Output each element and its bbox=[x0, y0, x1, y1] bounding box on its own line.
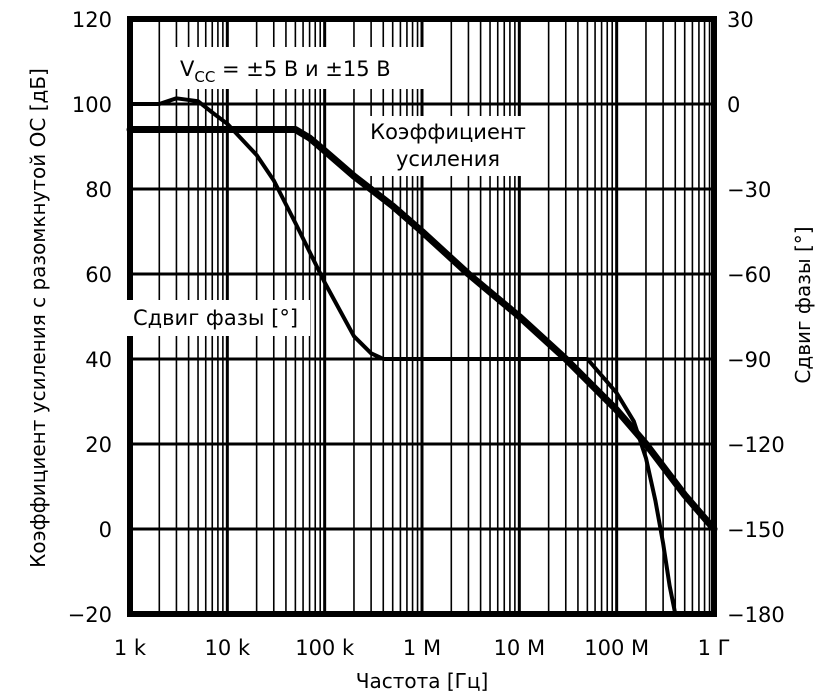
y-left-tick-label: −20 bbox=[68, 603, 112, 627]
y-right-tick-label: 30 bbox=[727, 8, 754, 32]
condition-subscript: CC bbox=[194, 68, 215, 86]
x-tick-label: 100 k bbox=[295, 636, 355, 660]
y-left-axis-title: Коэффициент усиления с разомкнутой ОС [д… bbox=[26, 68, 50, 568]
y-right-axis-title: Сдвиг фазы [°] bbox=[791, 226, 815, 383]
x-tick-labels: 1 k 10 k 100 k 1 M 10 M 100 M 1 Г bbox=[114, 636, 731, 660]
series-lines bbox=[126, 96, 718, 616]
y-right-tick-label: −30 bbox=[727, 178, 771, 202]
y-left-tick-labels: 120 100 80 60 40 20 0 −20 bbox=[68, 8, 112, 627]
y-right-tick-label: −60 bbox=[727, 263, 771, 287]
y-left-tick-label: 20 bbox=[85, 433, 112, 457]
x-axis-title: Частота [Гц] bbox=[356, 669, 489, 693]
y-right-tick-label: −180 bbox=[727, 603, 785, 627]
y-left-tick-label: 80 bbox=[85, 178, 112, 202]
gain-label-bg bbox=[368, 116, 528, 176]
gain-label-line2: усиления bbox=[396, 147, 500, 171]
x-tick-label: 10 k bbox=[205, 636, 251, 660]
y-left-tick-label: 120 bbox=[72, 8, 112, 32]
x-tick-label: 10 M bbox=[494, 636, 546, 660]
gain-label-line1: Коэффициент bbox=[370, 120, 526, 144]
y-right-tick-labels: 30 0 −30 −60 −90 −120 −150 −180 bbox=[727, 8, 785, 627]
x-tick-label: 1 k bbox=[114, 636, 147, 660]
y-right-tick-label: −90 bbox=[727, 348, 771, 372]
x-tick-label: 1 M bbox=[403, 636, 441, 660]
phase-curve bbox=[128, 96, 678, 616]
gain-curve bbox=[126, 126, 718, 533]
condition-label-bg bbox=[170, 47, 448, 89]
condition-rest: = ±5 В и ±15 В bbox=[215, 57, 390, 81]
y-left-tick-label: 60 bbox=[85, 263, 112, 287]
y-right-tick-label: −120 bbox=[727, 433, 785, 457]
condition-label: VCC = ±5 В и ±15 В bbox=[180, 57, 391, 86]
x-tick-label: 100 M bbox=[584, 636, 649, 660]
y-right-tick-label: 0 bbox=[727, 93, 740, 117]
phase-label-bg bbox=[126, 300, 310, 336]
condition-prefix: V bbox=[180, 57, 195, 81]
phase-label: Сдвиг фазы [°] bbox=[133, 306, 298, 330]
y-left-tick-label: 0 bbox=[99, 518, 112, 542]
y-left-tick-label: 100 bbox=[72, 93, 112, 117]
x-tick-label: 1 Г bbox=[698, 636, 731, 660]
y-right-tick-label: −150 bbox=[727, 518, 785, 542]
y-left-tick-label: 40 bbox=[85, 348, 112, 372]
